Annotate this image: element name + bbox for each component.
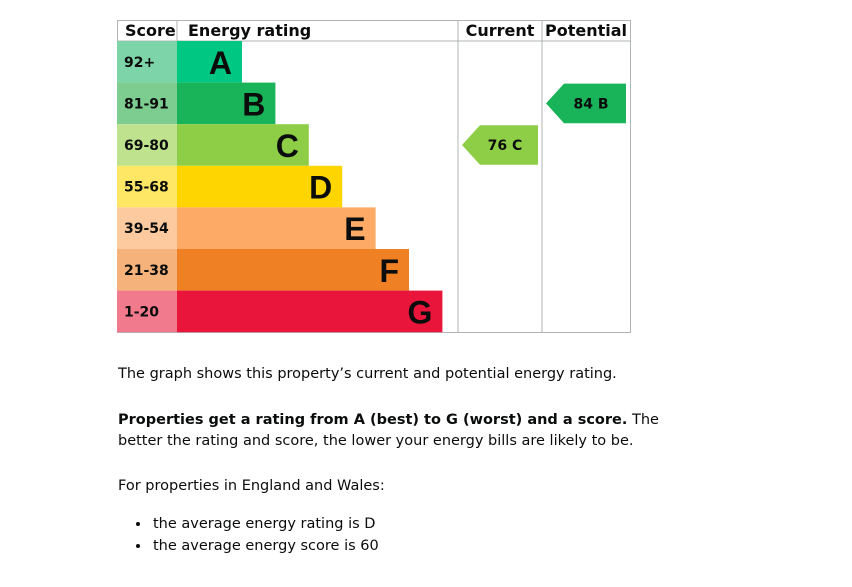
- score-cell-e: [117, 207, 177, 249]
- rating-bar-c: [177, 124, 309, 166]
- current-header: Current: [466, 21, 535, 40]
- chart-description: The graph shows this property’s current …: [118, 366, 617, 382]
- rating-bar-e: [177, 207, 376, 249]
- score-header: Score: [125, 21, 176, 40]
- score-range-e: 39-54: [124, 221, 169, 237]
- score-range-a: 92+: [124, 55, 155, 71]
- score-cell-g: [117, 290, 177, 333]
- score-cell-d: [117, 165, 177, 208]
- potential-rating-arrow: [546, 83, 626, 124]
- rating-bar-a: [177, 41, 242, 83]
- band-letter-f: F: [379, 253, 399, 289]
- score-cell-a: [117, 41, 177, 83]
- score-range-g: 1-20: [124, 304, 159, 320]
- potential-header: Potential: [545, 21, 627, 40]
- current-rating-label: 76 C: [488, 138, 523, 154]
- score-range-b: 81-91: [124, 96, 169, 112]
- band-letter-b: B: [242, 86, 265, 122]
- band-letter-e: E: [344, 211, 365, 247]
- band-letter-a: A: [209, 45, 232, 81]
- score-range-c: 69-80: [124, 138, 169, 154]
- band-letter-c: C: [276, 128, 299, 164]
- average-rating-item: the average energy rating is D: [151, 513, 379, 535]
- score-cell-c: [117, 124, 177, 166]
- score-cell-b: [117, 82, 177, 125]
- potential-rating-label: 84 B: [573, 96, 608, 112]
- region-intro: For properties in England and Wales:: [118, 478, 385, 494]
- energy-rating-header: Energy rating: [188, 21, 311, 40]
- rating-bar-g: [177, 290, 443, 333]
- score-range-f: 21-38: [124, 263, 169, 279]
- current-rating-arrow: [462, 125, 538, 165]
- rating-explanation-rest: The better the rating and score, the low…: [118, 412, 659, 449]
- rating-explanation-bold: Properties get a rating from A (best) to…: [118, 412, 628, 428]
- score-range-d: 55-68: [124, 180, 169, 196]
- rating-bar-d: [177, 165, 343, 208]
- rating-bar-f: [177, 249, 409, 291]
- band-letter-d: D: [309, 170, 332, 206]
- rating-explanation: Properties get a rating from A (best) to…: [118, 410, 678, 452]
- band-letter-g: G: [408, 294, 433, 330]
- average-score-item: the average energy score is 60: [151, 535, 379, 557]
- score-cell-f: [117, 249, 177, 291]
- rating-bar-b: [177, 82, 276, 125]
- average-list: the average energy rating is D the avera…: [130, 513, 379, 557]
- energy-rating-chart: Score Energy rating Current Potential 92+ A 81…: [117, 20, 631, 333]
